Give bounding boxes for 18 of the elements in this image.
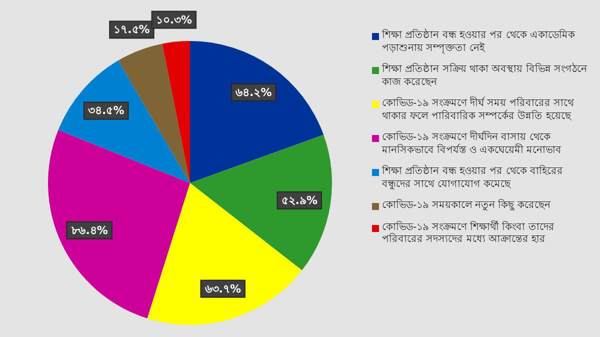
data-label: ৩৪.৫%: [88, 104, 124, 118]
data-label: ৫২.৯%: [281, 194, 318, 207]
data-label: ৬৩.৭%: [204, 282, 241, 296]
legend-label: শিক্ষা প্রতিষ্ঠান সক্রিয় থাকা অবস্থায় বিভিন্ন সংগঠনে কাজ করেছেন: [382, 64, 588, 89]
pie-slice: [162, 41, 190, 183]
data-label: ১০.৩%: [156, 13, 192, 26]
legend-label: শিক্ষা প্রতিষ্ঠান বন্ধ হওয়ার পর থেকে বাহিরের বন্ধুদের সাথে যোগাযোগ কমেছে: [382, 166, 564, 191]
legend-label: কোভিড-১৯ সময়কালে নতুন কিছু করেছেন: [382, 200, 550, 212]
legend-label: কোভিড-১৯ সংক্রমণে দীর্ঘদিন বাসায় থেকে মানসিকভাবে বিপর্যস্ত ও একঘেয়েমী মনোভাব: [382, 132, 563, 157]
legend-label: কোভিড-১৯ সংক্রমণে শিক্ষার্থী কিংবা তাদের পরিবারের সদস্যদের মধ্যে আক্রান্তের হার: [382, 222, 556, 246]
pie-slice: [190, 41, 324, 183]
data-label: ৬৪.২%: [236, 86, 272, 99]
pie-slice: [48, 130, 190, 318]
pie-slice: [190, 134, 332, 270]
legend-label: কোভিড-১৯ সংক্রমণে দীর্ঘ সময় পরিবারের সাথে থাকার ফলে পারিবারিক সম্পর্কের উন্নতি হয়েছে: [382, 98, 576, 123]
data-label: ১৭.৫%: [114, 23, 150, 36]
legend-label: শিক্ষা প্রতিষ্ঠান বন্ধ হওয়ার পর থেকে একাডেমিক পড়াশুনায় সম্পৃক্ততা নেই: [382, 30, 576, 55]
data-label: ৮৬.৪%: [70, 224, 108, 237]
